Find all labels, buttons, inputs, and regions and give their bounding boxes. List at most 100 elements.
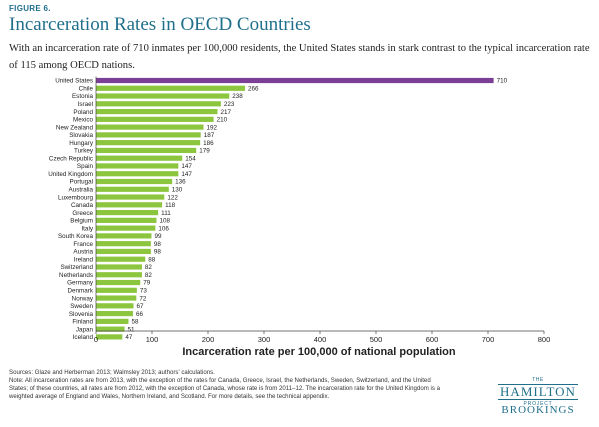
data-label-germany: 79: [143, 280, 151, 287]
category-label-netherlands: Netherlands: [59, 272, 93, 279]
data-label-chile: 266: [248, 85, 259, 92]
bar-japan: [96, 326, 125, 332]
category-label-czech-republic: Czech Republic: [49, 155, 93, 162]
data-label-japan: 51: [128, 326, 136, 333]
data-label-turkey: 179: [199, 148, 210, 155]
category-label-norway: Norway: [72, 295, 94, 302]
bar-poland: [96, 108, 218, 115]
bar-portugal: [96, 178, 173, 185]
category-label-chile: Chile: [79, 85, 94, 92]
data-label-iceland: 47: [125, 334, 133, 341]
bar-iceland: [96, 334, 123, 340]
category-label-hungary: Hungary: [69, 140, 94, 147]
bar-norway: [96, 295, 137, 301]
category-label-estonia: Estonia: [72, 93, 94, 100]
logo-hamilton-text: HAMILTON: [498, 384, 578, 400]
bar-france: [96, 241, 151, 247]
bar-belgium: [96, 217, 157, 223]
bar-switzerland: [96, 264, 142, 270]
category-label-new-zealand: New Zealand: [56, 124, 94, 131]
data-label-ireland: 88: [148, 256, 156, 263]
x-axis: 0 100 200 300 400 500 600 700 800: [94, 76, 551, 344]
data-label-italy: 106: [158, 225, 169, 232]
data-label-estonia: 238: [232, 93, 243, 100]
data-label-luxembourg: 122: [167, 194, 178, 201]
hamilton-project-logo: THE HAMILTON PROJECT: [498, 377, 578, 407]
bar-spain: [96, 163, 179, 169]
data-label-slovenia: 66: [136, 311, 144, 318]
data-label-slovakia: 187: [204, 132, 215, 139]
bar-sweden: [96, 303, 134, 309]
category-label-finland: Finland: [72, 319, 93, 326]
bar-greece: [96, 209, 159, 216]
x-tick-label-100: 100: [146, 335, 159, 344]
bar-estonia: [96, 93, 230, 99]
x-tick-label-600: 600: [426, 335, 439, 344]
bars-layer: United States 710 Chile 266 Estonia 238 Israel…: [48, 78, 507, 341]
figure-label: FIGURE 6.: [9, 4, 51, 13]
bar-israel: [96, 101, 221, 107]
data-label-sweden: 67: [137, 303, 145, 310]
category-label-united-states: United States: [55, 78, 93, 85]
bar-australia: [96, 186, 169, 192]
category-label-united-kingdom: United Kingdom: [48, 171, 93, 178]
data-label-switzerland: 82: [145, 264, 153, 271]
data-label-canada: 118: [165, 202, 176, 209]
bar-chart: United States 710 Chile 266 Estonia 238 Israel…: [48, 76, 551, 358]
data-label-united-states: 710: [497, 78, 508, 85]
data-label-czech-republic: 154: [185, 155, 196, 162]
category-label-japan: Japan: [76, 326, 94, 333]
category-label-spain: Spain: [77, 163, 94, 170]
data-label-united-kingdom: 147: [181, 171, 192, 178]
bar-slovenia: [96, 311, 133, 317]
bar-finland: [96, 318, 129, 324]
bar-italy: [96, 225, 156, 231]
bar-canada: [96, 202, 163, 208]
x-tick-label-300: 300: [258, 335, 271, 344]
logo-project-text: PROJECT: [523, 401, 553, 407]
bar-hungary: [96, 140, 201, 146]
category-label-france: France: [73, 241, 93, 248]
bar-germany: [96, 279, 141, 286]
bar-slovakia: [96, 132, 201, 138]
category-label-switzerland: Switzerland: [60, 264, 93, 271]
data-label-belgium: 108: [159, 218, 170, 225]
category-label-denmark: Denmark: [67, 287, 93, 294]
data-label-norway: 72: [139, 295, 147, 302]
x-tick-label-800: 800: [538, 335, 551, 344]
data-label-mexico: 210: [217, 117, 228, 124]
bar-denmark: [96, 287, 137, 293]
category-label-portugal: Portugal: [70, 179, 93, 186]
bar-turkey: [96, 147, 197, 154]
bar-new-zealand: [96, 124, 204, 130]
category-label-turkey: Turkey: [74, 148, 94, 155]
x-axis-label: Incarceration rate per 100,000 of nation…: [182, 346, 456, 358]
data-label-finland: 58: [131, 319, 139, 326]
category-label-mexico: Mexico: [73, 117, 93, 124]
category-label-belgium: Belgium: [70, 218, 93, 225]
category-label-south-korea: South Korea: [58, 233, 94, 240]
data-label-poland: 217: [221, 109, 232, 116]
data-label-france: 98: [154, 241, 162, 248]
bar-ireland: [96, 256, 146, 262]
data-label-new-zealand: 192: [207, 124, 218, 131]
category-label-ireland: Ireland: [74, 256, 94, 263]
bar-mexico: [96, 116, 214, 122]
bar-czech-republic: [96, 155, 183, 161]
logo-the-text: THE: [532, 377, 544, 383]
bar-austria: [96, 248, 151, 255]
data-label-denmark: 73: [140, 287, 148, 294]
data-label-portugal: 136: [175, 179, 186, 186]
category-label-canada: Canada: [71, 202, 94, 209]
bar-united-kingdom: [96, 171, 179, 177]
category-label-iceland: Iceland: [73, 334, 94, 341]
sources-text: Sources: Glaze and Herberman 2013; Walms…: [9, 369, 215, 376]
data-label-spain: 147: [181, 163, 192, 170]
bar-chile: [96, 85, 245, 91]
chart-subtitle: With an incarceration rate of 710 inmate…: [9, 43, 590, 71]
x-tick-label-500: 500: [370, 335, 383, 344]
category-label-slovenia: Slovenia: [69, 311, 94, 318]
data-label-greece: 111: [161, 210, 171, 217]
brookings-logo: BROOKINGS: [501, 404, 575, 416]
data-label-australia: 130: [172, 186, 183, 193]
